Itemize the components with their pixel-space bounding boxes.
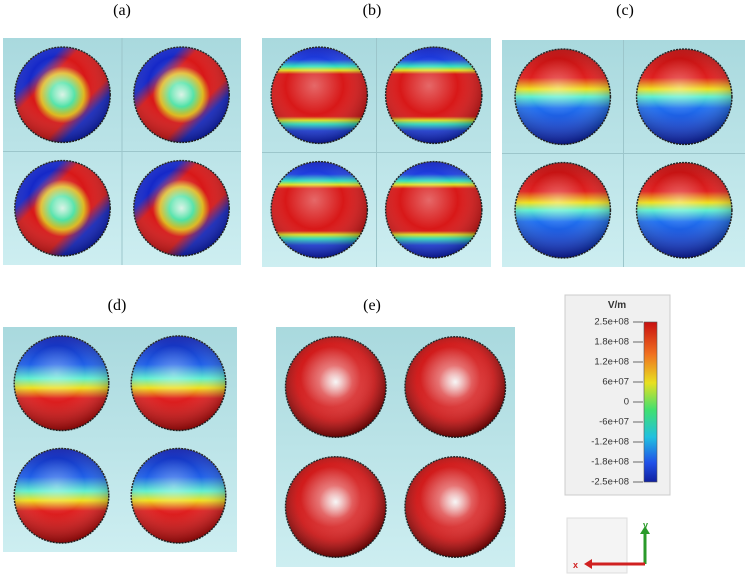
sphere-shading — [385, 47, 482, 144]
sphere-shading — [515, 162, 611, 258]
panel-label: (d) — [108, 297, 127, 314]
colorbar-tick-label: -2.5e+08 — [591, 477, 629, 488]
sphere-shading — [385, 161, 482, 258]
panels: (a) (b) (c) (d) (e) — [3, 2, 745, 567]
sphere-shading — [133, 47, 230, 143]
sphere-shading — [405, 336, 506, 438]
colorbar-tick-label: 0 — [624, 397, 629, 408]
panel-label: (e) — [363, 297, 381, 314]
panel-label: (c) — [616, 2, 634, 19]
colorbar-ticks: 2.5e+08 1.8e+08 1.2e+08 6e+07 0 -6e+07 -1.2e+0… — [591, 317, 643, 488]
sphere-shading — [14, 47, 111, 143]
sphere-shading — [131, 336, 226, 431]
sphere-shading — [14, 160, 111, 256]
sphere-shading — [14, 336, 109, 431]
sphere-shading — [285, 456, 386, 558]
colorbar-scale — [643, 321, 658, 483]
sphere-shading — [14, 448, 109, 543]
colorbar-tick-label: 6e+07 — [602, 377, 629, 388]
colorbar-tick-label: 2.5e+08 — [594, 317, 629, 328]
panel: (a) — [3, 2, 241, 265]
colorbar-tick-label: -6e+07 — [599, 417, 629, 428]
x-axis-label: x — [573, 560, 578, 570]
colorbar-unit: V/m — [608, 300, 626, 311]
sphere-shading — [271, 47, 368, 144]
colorbar-tick-label: 1.2e+08 — [594, 357, 629, 368]
colorbar-tick-label: 1.8e+08 — [594, 337, 629, 348]
axis-triad: y x — [566, 517, 650, 574]
panel: (c) — [502, 2, 745, 267]
panel: (d) — [3, 297, 237, 552]
panel: (e) — [276, 297, 515, 567]
panel: (b) — [262, 2, 491, 267]
colorbar-tick-label: -1.8e+08 — [591, 457, 629, 468]
sphere-shading — [515, 49, 611, 145]
sphere-shading — [636, 49, 732, 145]
sphere-shading — [405, 456, 506, 558]
colorbar: V/m 2.5e+08 1.8e+08 1.2e+08 6e+07 0 -6e+07 -1.… — [564, 294, 671, 496]
sphere-shading — [131, 448, 226, 543]
sphere-shading — [636, 162, 732, 258]
y-arrow-head — [640, 526, 650, 534]
x-arrow-head — [584, 559, 592, 569]
panel-label: (b) — [363, 2, 382, 19]
sphere-shading — [133, 160, 230, 256]
y-axis-label: y — [643, 520, 648, 530]
panel-label: (a) — [113, 2, 131, 19]
sphere-shading — [271, 161, 368, 258]
sphere-shading — [285, 336, 386, 438]
colorbar-tick-label: -1.2e+08 — [591, 437, 629, 448]
